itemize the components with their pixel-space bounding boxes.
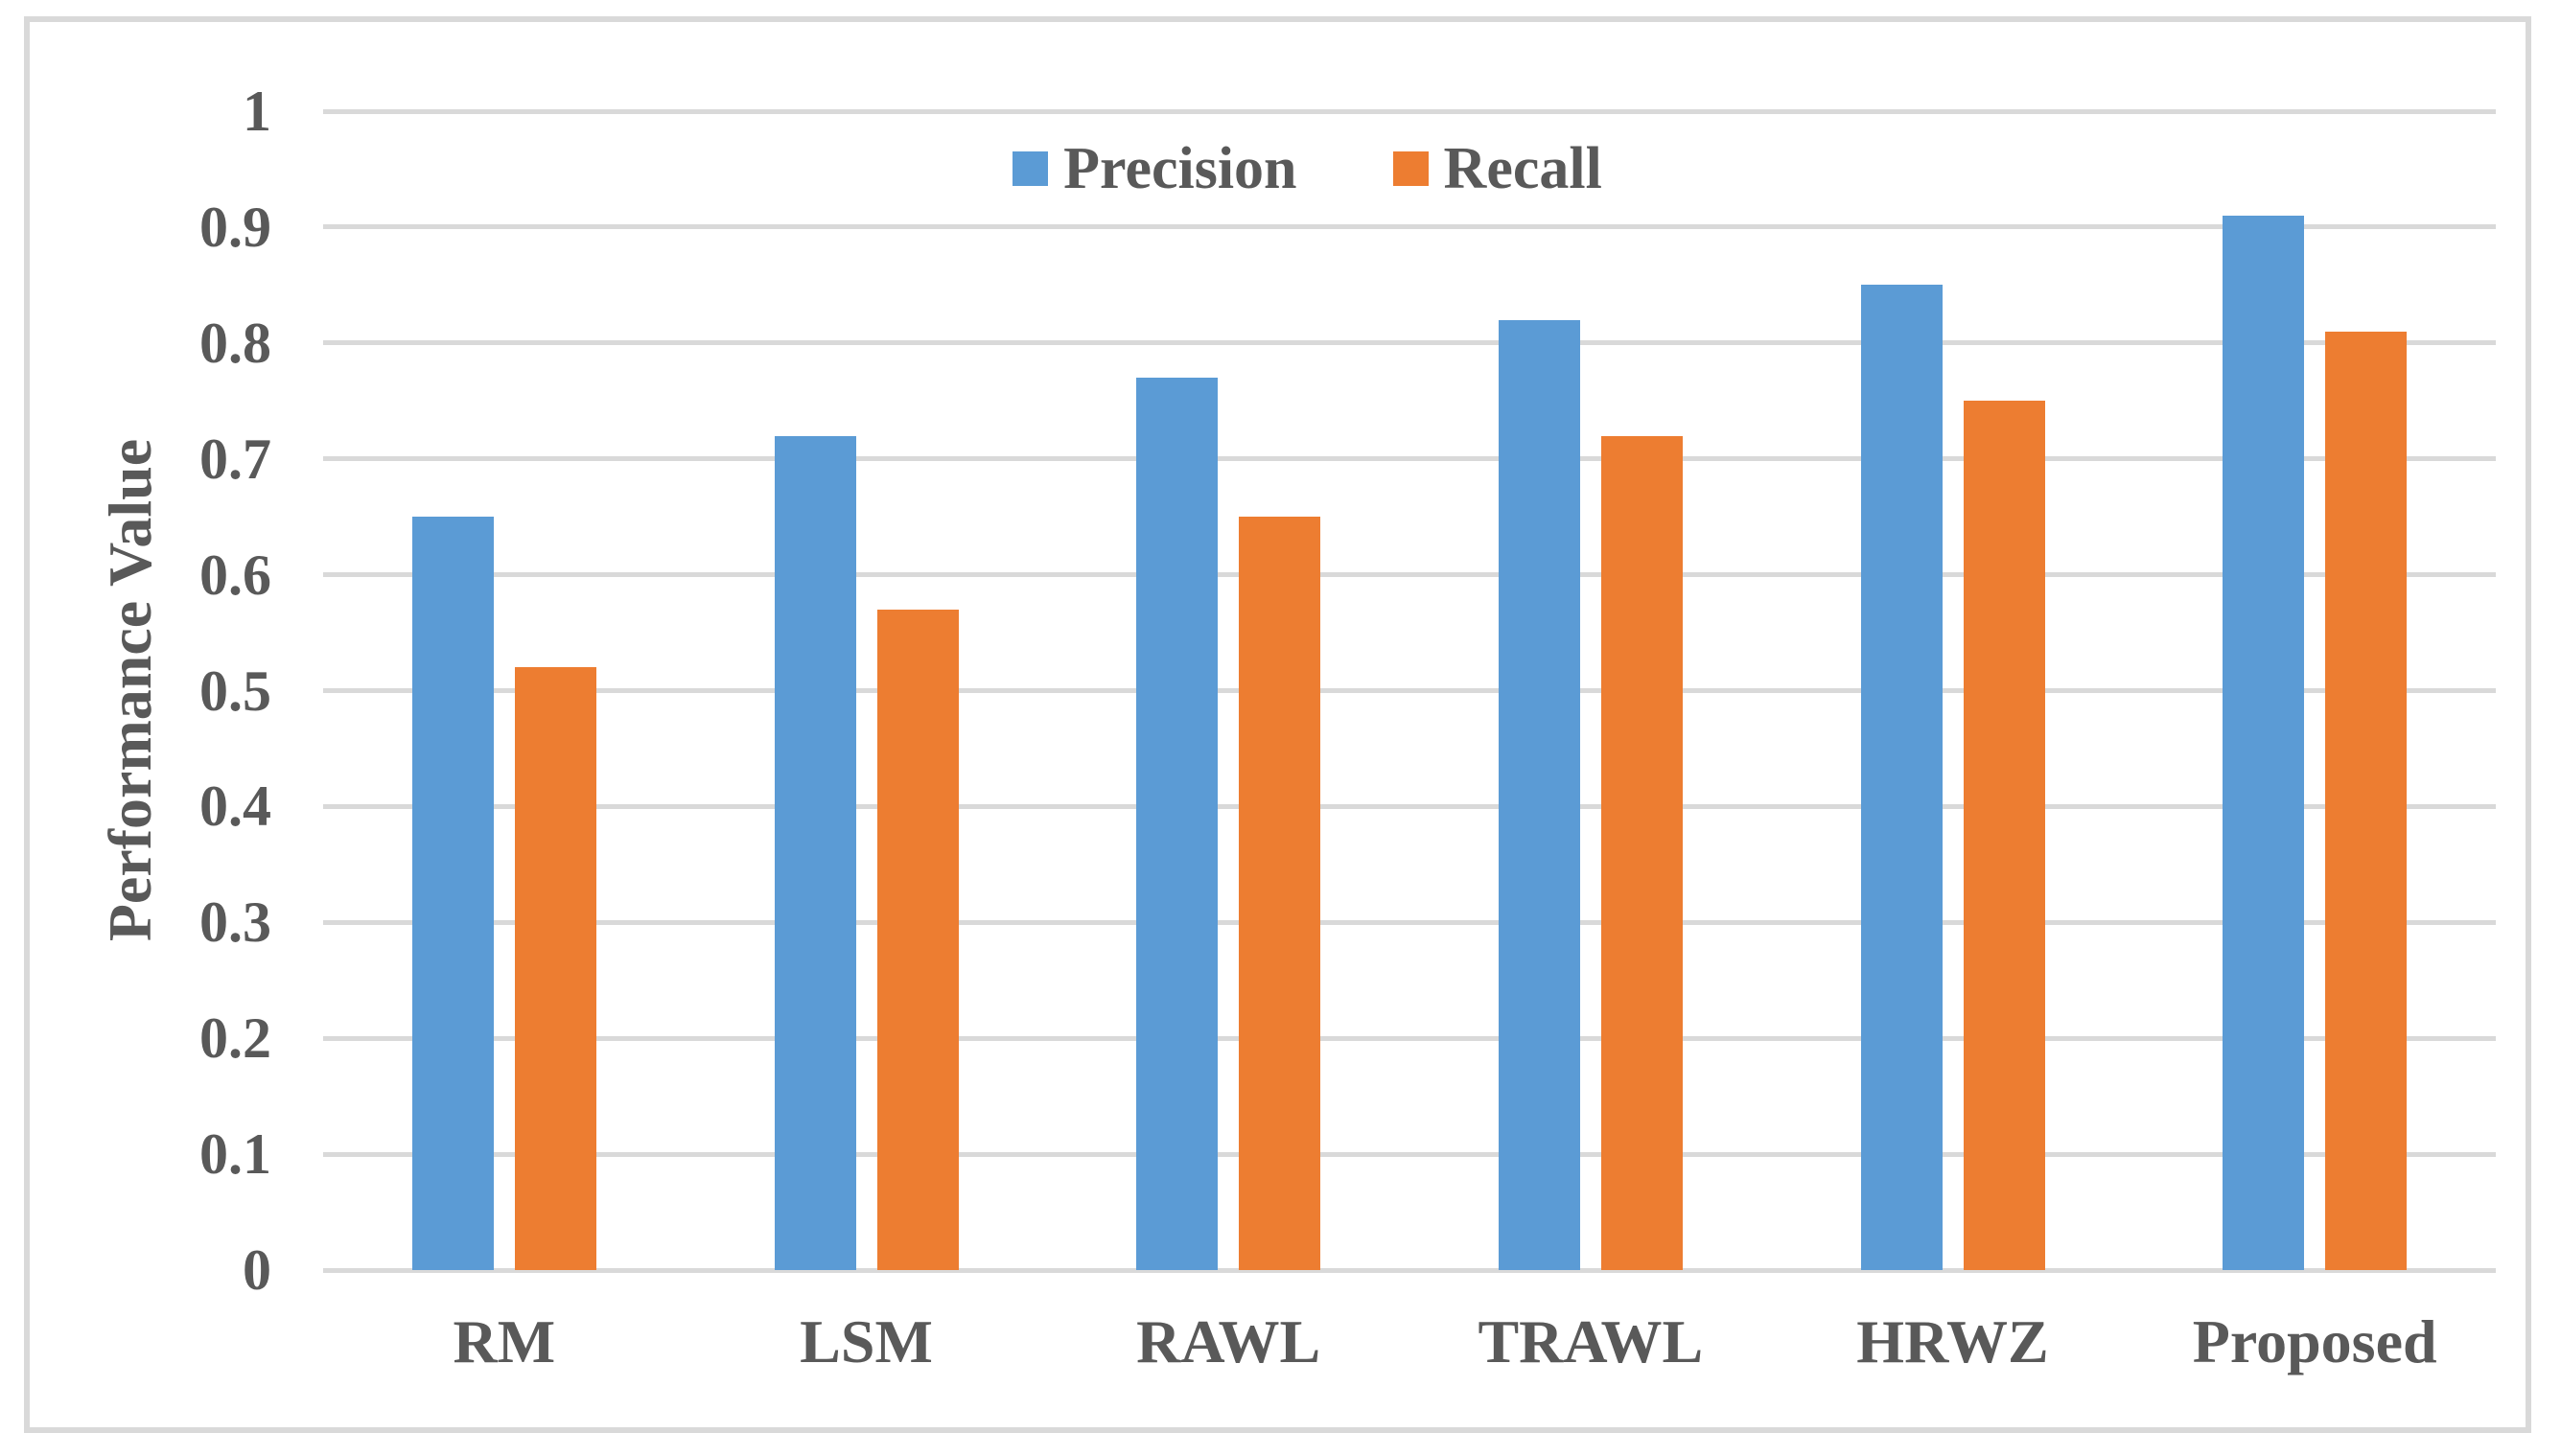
gridline-0.3 [323, 919, 2496, 925]
bar-recall-hrwz [1963, 401, 2045, 1270]
bar-recall-proposed [2325, 331, 2408, 1270]
gridline-0 [323, 1267, 2496, 1273]
gridline-0.4 [323, 803, 2496, 809]
bar-precision-lsm [774, 435, 856, 1270]
x-tick-label-trawl: TRAWL [1478, 1307, 1704, 1375]
gridline-0.7 [323, 456, 2496, 462]
legend-label-recall: Recall [1443, 136, 1602, 201]
gridline-0.9 [323, 224, 2496, 230]
plot-area [323, 108, 2496, 1273]
gridline-0.8 [323, 340, 2496, 346]
y-tick-label-0.2: 0.2 [199, 1006, 271, 1071]
legend-swatch-recall [1392, 151, 1429, 186]
x-axis-ticks: RM LSM RAWL TRAWL HRWZ Proposed [323, 1307, 2496, 1395]
y-tick-label-0.8: 0.8 [199, 311, 271, 375]
legend-item-recall: Recall [1392, 136, 1602, 201]
bar-recall-rm [514, 667, 596, 1270]
chart-border: Performance Value Precision Recall 0 0.1 0.… [24, 16, 2531, 1433]
y-tick-label-0.7: 0.7 [199, 427, 271, 491]
y-tick-label-0: 0 [243, 1238, 271, 1302]
bar-precision-proposed [2223, 215, 2305, 1270]
y-tick-label-0.1: 0.1 [199, 1122, 271, 1187]
gridline-0.2 [323, 1035, 2496, 1041]
bar-precision-trawl [1498, 319, 1580, 1270]
x-tick-label-rawl: RAWL [1136, 1307, 1321, 1375]
y-tick-label-0.3: 0.3 [199, 890, 271, 955]
gridline-0.6 [323, 572, 2496, 578]
legend-label-precision: Precision [1063, 136, 1297, 201]
bar-precision-hrwz [1860, 285, 1943, 1270]
y-tick-label-0.5: 0.5 [199, 659, 271, 723]
x-tick-label-lsm: LSM [800, 1307, 933, 1375]
y-axis-ticks: 0 0.1 0.2 0.3 0.4 0.5 0.6 0.7 0.8 0.9 1 [30, 82, 271, 1299]
y-tick-label-1: 1 [243, 80, 271, 143]
bar-precision-rawl [1136, 378, 1219, 1270]
bar-recall-trawl [1600, 435, 1683, 1270]
x-tick-label-proposed: Proposed [2192, 1307, 2437, 1375]
x-tick-label-hrwz: HRWZ [1856, 1307, 2049, 1375]
y-tick-label-0.6: 0.6 [199, 543, 271, 607]
gridline-0.5 [323, 688, 2496, 693]
gridline-0.1 [323, 1151, 2496, 1157]
y-tick-label-0.9: 0.9 [199, 195, 271, 259]
chart-legend: Precision Recall [54, 139, 2561, 198]
bar-recall-lsm [876, 609, 959, 1270]
x-tick-label-rm: RM [453, 1307, 556, 1375]
bar-precision-rm [411, 517, 494, 1270]
y-tick-label-0.4: 0.4 [199, 774, 271, 839]
gridline-1 [323, 108, 2496, 114]
bar-recall-rawl [1239, 517, 1321, 1270]
legend-item-precision: Precision [1013, 136, 1297, 201]
legend-swatch-precision [1013, 151, 1049, 186]
